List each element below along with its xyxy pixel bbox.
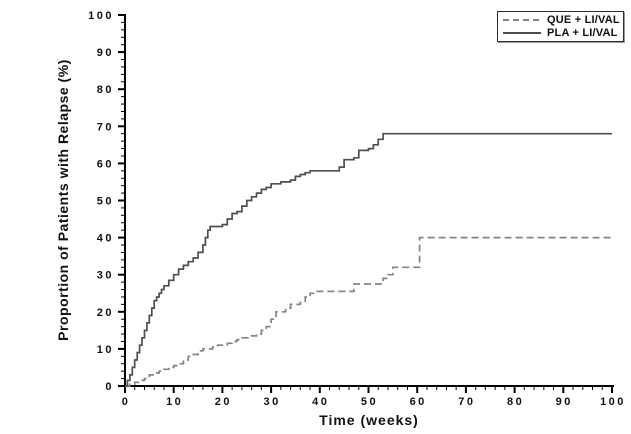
x-tick-label: 20 — [215, 396, 232, 408]
x-tick-label: 30 — [263, 396, 280, 408]
x-tick-label: 70 — [458, 396, 475, 408]
x-tick-label: 80 — [507, 396, 524, 408]
x-tick-label: 90 — [556, 396, 573, 408]
y-tick-label: 80 — [97, 84, 114, 96]
x-tick-label: 100 — [600, 396, 626, 408]
solid-line-sample-icon — [503, 31, 541, 34]
legend-label-que: QUE + LI/VAL — [547, 13, 620, 26]
legend: QUE + LI/VAL PLA + LI/VAL — [497, 11, 624, 42]
y-tick-label: 50 — [97, 196, 114, 208]
x-tick-label: 0 — [122, 396, 131, 408]
series-curve-que — [125, 236, 612, 387]
y-axis-title: Proportion of Patients with Relapse (%) — [55, 59, 71, 341]
y-tick-label: 70 — [97, 121, 114, 133]
legend-label-pla: PLA + LI/VAL — [547, 26, 618, 39]
x-tick-label: 60 — [410, 396, 427, 408]
y-tick-label: 10 — [97, 344, 114, 356]
y-tick-label: 30 — [97, 270, 114, 282]
y-tick-label: 20 — [97, 307, 114, 319]
legend-entry-pla: PLA + LI/VAL — [501, 26, 620, 39]
x-axis-title: Time (weeks) — [319, 412, 419, 428]
y-tick-label: 90 — [97, 47, 114, 59]
x-tick-label: 40 — [312, 396, 329, 408]
x-tick-label: 50 — [361, 396, 378, 408]
legend-entry-que: QUE + LI/VAL — [501, 13, 620, 26]
y-tick-label: 0 — [105, 381, 114, 393]
y-tick-label: 60 — [97, 158, 114, 170]
y-tick-label: 40 — [97, 233, 114, 245]
series-curve-pla — [125, 132, 612, 387]
x-tick-label: 10 — [166, 396, 183, 408]
y-tick-label: 100 — [88, 10, 114, 22]
dashed-line-sample-icon — [503, 18, 541, 21]
